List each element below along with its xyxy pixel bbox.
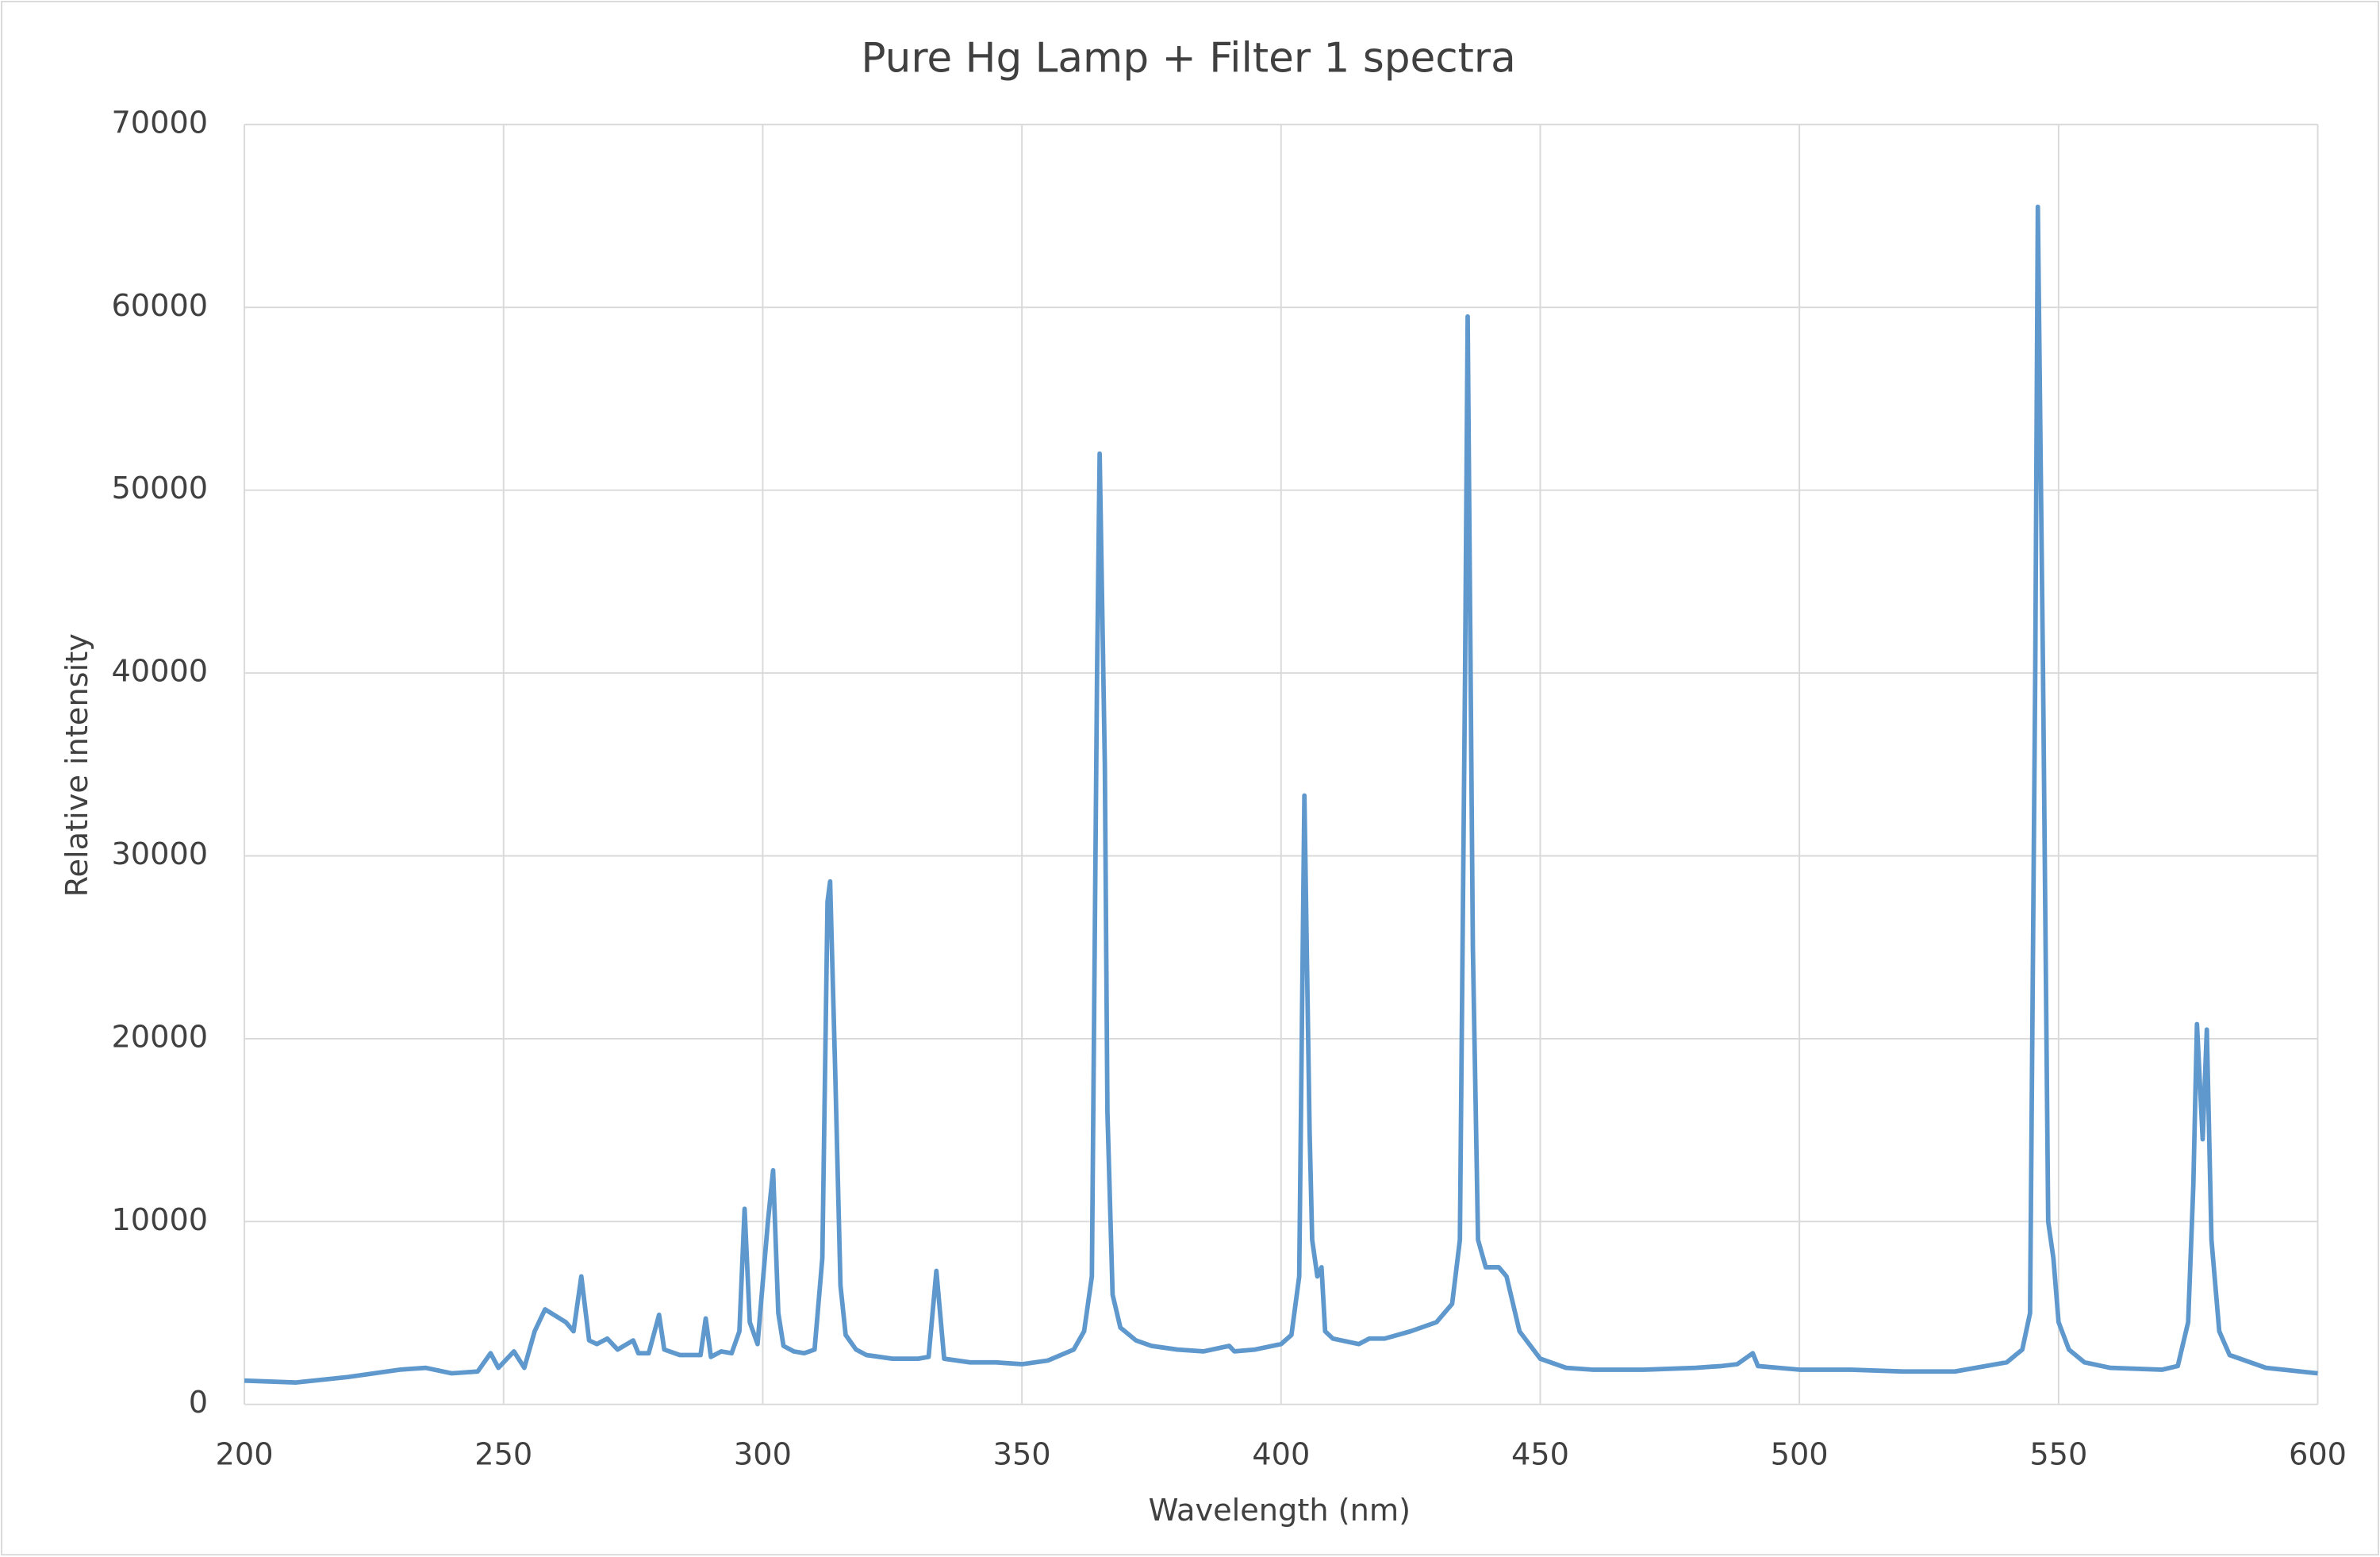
y-axis-label: Relative intensity	[60, 633, 95, 897]
x-tick-label: 500	[1771, 1436, 1829, 1472]
y-tick-label: 40000	[111, 654, 208, 690]
x-axis-label: Wavelength (nm)	[1149, 1493, 1411, 1528]
y-tick-label: 10000	[111, 1202, 208, 1238]
x-tick-label: 600	[2289, 1436, 2347, 1472]
x-tick-label: 300	[734, 1436, 792, 1472]
x-tick-label: 200	[216, 1436, 274, 1472]
chart-title: Pure Hg Lamp + Filter 1 spectra	[861, 35, 1515, 83]
y-tick-label: 30000	[111, 836, 208, 872]
y-tick-label: 0	[189, 1385, 208, 1421]
x-tick-label: 350	[993, 1436, 1051, 1472]
spectrum-line	[244, 204, 2318, 1385]
x-tick-label: 450	[1511, 1436, 1569, 1472]
x-tick-label: 250	[474, 1436, 532, 1472]
x-tick-label: 400	[1252, 1436, 1310, 1472]
y-tick-label: 50000	[111, 471, 208, 506]
y-tick-label: 60000	[111, 288, 208, 324]
x-tick-label: 550	[2029, 1436, 2087, 1472]
y-tick-label: 70000	[111, 105, 208, 140]
y-tick-label: 20000	[111, 1019, 208, 1055]
